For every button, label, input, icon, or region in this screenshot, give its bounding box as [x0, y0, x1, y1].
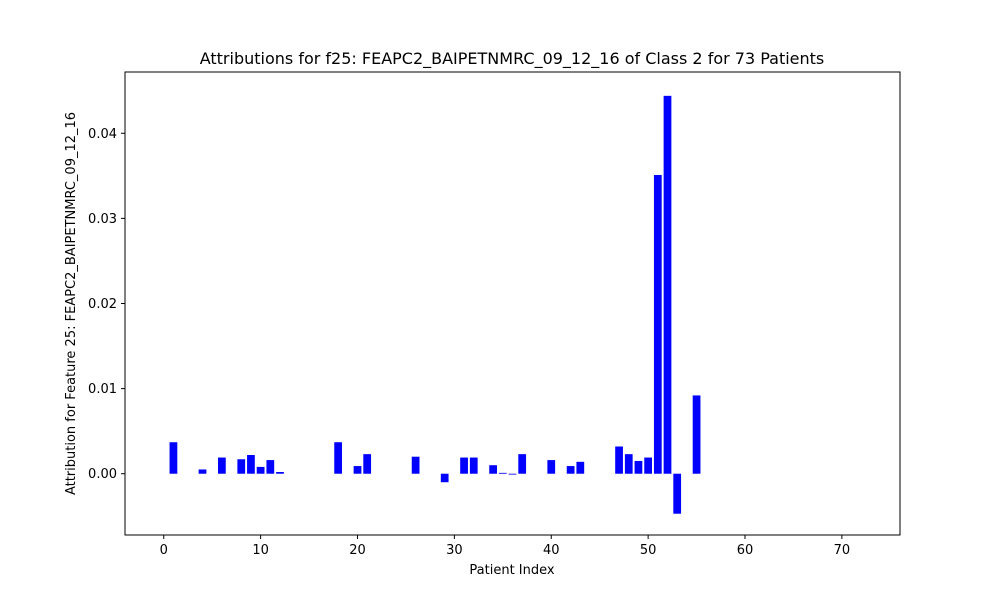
bar-patient-55 — [692, 395, 701, 474]
bar-patient-52 — [663, 95, 672, 474]
bar-patient-48 — [624, 454, 633, 474]
y-tick-label: 0.01 — [88, 382, 117, 397]
x-tick-label: 30 — [446, 543, 463, 558]
x-tick-label: 40 — [543, 543, 560, 558]
y-axis-title: Attribution for Feature 25: FEAPC2_BAIPE… — [64, 112, 79, 495]
bar-patient-11 — [266, 460, 275, 474]
bar-patient-1 — [169, 442, 178, 474]
bar-patient-9 — [247, 455, 255, 474]
bar-patient-4 — [198, 469, 207, 474]
x-tick-label: 10 — [252, 543, 269, 558]
bar-patient-31 — [460, 457, 468, 474]
bar-patient-43 — [576, 461, 585, 474]
bar-patient-35 — [498, 472, 507, 474]
chart-title: Attributions for f25: FEAPC2_BAIPETNMRC_… — [200, 49, 825, 69]
plot-frame — [124, 71, 901, 536]
x-tick-label: 50 — [640, 543, 657, 558]
x-tick-label: 60 — [737, 543, 754, 558]
bar-patient-8 — [237, 459, 246, 474]
x-tick-label: 20 — [349, 543, 366, 558]
y-axis-ticks: 0.00 0.01 0.02 0.03 0.04 — [88, 127, 125, 482]
y-tick-label: 0.04 — [88, 127, 117, 142]
bars-layer — [169, 95, 701, 514]
bar-patient-12 — [276, 472, 284, 474]
bar-patient-26 — [411, 456, 420, 474]
bar-patient-36 — [508, 473, 517, 475]
bar-patient-34 — [489, 465, 497, 474]
bar-patient-20 — [353, 466, 362, 474]
bar-patient-32 — [469, 457, 478, 474]
x-tick-label: 70 — [834, 543, 851, 558]
bar-patient-50 — [644, 457, 652, 474]
bar-patient-49 — [634, 460, 643, 474]
bar-patient-29 — [440, 473, 449, 483]
bar-patient-53 — [673, 473, 682, 514]
y-tick-label: 0.02 — [88, 297, 117, 312]
y-tick-label: 0.00 — [88, 467, 117, 482]
bar-patient-51 — [653, 174, 662, 474]
bar-patient-6 — [218, 457, 226, 474]
bar-patient-42 — [566, 466, 575, 474]
x-axis-title: Patient Index — [469, 563, 554, 578]
bar-patient-37 — [518, 454, 527, 474]
bar-patient-10 — [256, 466, 265, 474]
x-tick-label: 0 — [160, 543, 168, 558]
bar-patient-18 — [334, 442, 342, 474]
x-axis-ticks: 0 10 20 30 40 50 60 70 — [160, 535, 851, 558]
bar-patient-47 — [615, 446, 623, 474]
y-tick-label: 0.03 — [88, 212, 117, 227]
bar-patient-40 — [547, 460, 556, 474]
bar-patient-21 — [363, 454, 372, 474]
